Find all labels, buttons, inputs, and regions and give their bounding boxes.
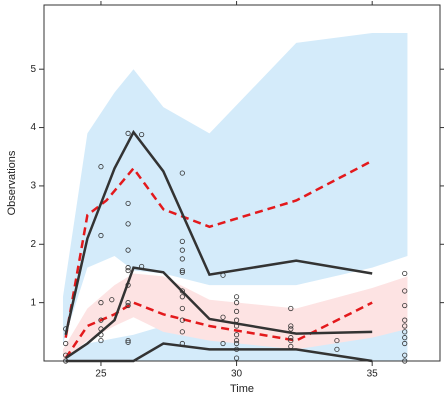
observation-point — [109, 297, 115, 303]
observation-point — [233, 332, 240, 338]
plot-frame — [43, 4, 441, 362]
observation-point — [179, 267, 185, 274]
observation-point — [288, 326, 294, 332]
observation-point — [179, 294, 185, 300]
observation-point — [63, 352, 69, 358]
observation-point — [179, 340, 185, 347]
x-tick-label: 25 — [95, 369, 107, 380]
observation-point — [402, 329, 408, 335]
observation-point — [402, 302, 408, 309]
observation-point — [233, 308, 240, 314]
observation-point — [125, 282, 131, 288]
observation-point — [125, 267, 131, 274]
simulated-percentile-line — [64, 301, 373, 359]
x-tick-label: 35 — [367, 369, 379, 380]
observation-point — [98, 164, 104, 170]
observation-point — [402, 270, 408, 277]
observation-point — [98, 326, 104, 332]
observation-point — [179, 247, 185, 253]
observation-point — [179, 317, 185, 323]
observation-point — [220, 314, 226, 320]
observation-point — [288, 323, 294, 329]
observation-point — [179, 288, 185, 294]
observation-point — [125, 302, 131, 309]
observation-point — [179, 329, 185, 335]
observation-point — [98, 232, 104, 239]
observation-point — [125, 130, 131, 136]
observation-point — [233, 337, 240, 344]
observation-point — [125, 339, 131, 345]
x-tick-label: 30 — [231, 369, 243, 380]
observation-point — [98, 337, 104, 344]
y-tick-label: 1 — [30, 297, 36, 308]
x-axis-title: Time — [230, 383, 254, 395]
y-tick-label: 5 — [30, 64, 36, 75]
observation-point — [334, 337, 340, 344]
observation-point — [288, 337, 294, 344]
observation-point — [179, 269, 185, 275]
observation-point — [179, 170, 185, 176]
observation-point — [220, 272, 226, 278]
observation-point — [233, 294, 240, 300]
observation-point — [98, 332, 104, 338]
y-tick-label: 2 — [30, 239, 36, 250]
observation-point — [125, 247, 131, 253]
observation-point — [402, 323, 408, 329]
observed-percentile-line — [64, 129, 373, 336]
observation-point — [220, 340, 226, 347]
observation-point — [334, 346, 340, 352]
observation-point — [98, 317, 104, 323]
observation-point — [288, 305, 294, 312]
observation-point — [179, 256, 185, 262]
observation-point — [402, 340, 408, 347]
observation-point — [233, 323, 240, 329]
observation-point — [179, 305, 185, 312]
simulated-percentile-line — [64, 159, 373, 338]
observation-point — [233, 300, 240, 306]
observation-point — [125, 221, 131, 227]
observation-point — [63, 340, 69, 347]
prediction-band — [62, 273, 408, 361]
observation-point — [233, 346, 240, 352]
observation-point — [233, 355, 240, 361]
observation-point — [125, 265, 131, 271]
observation-point — [402, 335, 408, 341]
observation-point — [233, 340, 240, 347]
observation-point — [98, 300, 104, 306]
observation-point — [139, 131, 145, 138]
observation-point — [288, 335, 294, 341]
observation-point — [125, 200, 131, 207]
observed-percentile-line — [65, 266, 373, 360]
observation-point — [402, 352, 408, 358]
observation-point — [125, 300, 131, 306]
observation-point — [402, 317, 408, 323]
observation-point — [63, 326, 69, 332]
y-axis-title: Observations — [6, 150, 18, 215]
observation-point — [139, 263, 145, 270]
y-tick-label: 4 — [30, 122, 36, 133]
observation-point — [125, 337, 131, 344]
observation-point — [402, 288, 408, 294]
observation-point — [288, 343, 294, 350]
y-tick-label: 3 — [30, 181, 36, 192]
observation-point — [179, 238, 185, 244]
observation-point — [233, 317, 240, 323]
